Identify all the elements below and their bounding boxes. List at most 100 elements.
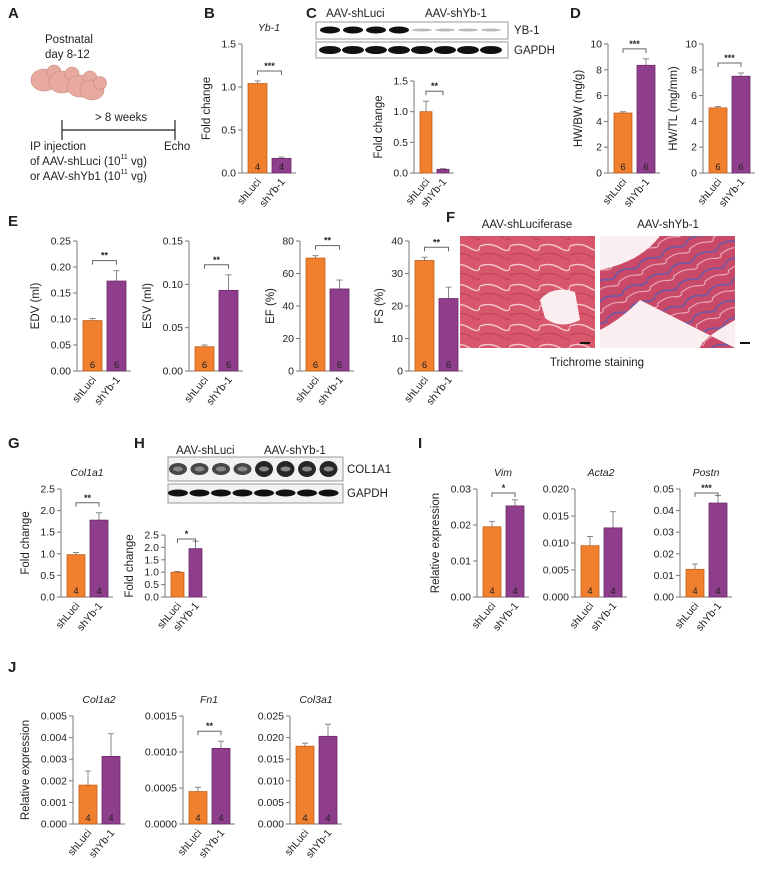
panel-label-d: D xyxy=(570,5,581,22)
y-tick-label: 0.004 xyxy=(41,732,67,744)
bar-shyb-1 xyxy=(211,748,231,825)
bar-shluci xyxy=(194,346,215,372)
significance-bracket xyxy=(491,492,516,497)
y-axis-label: FS (%) xyxy=(374,288,386,324)
significance-label: ** xyxy=(431,81,439,91)
y-tick-label: 0.10 xyxy=(51,314,72,326)
significance-label: * xyxy=(502,483,506,493)
y-tick-label: 2 xyxy=(691,142,697,154)
y-tick-label: 40 xyxy=(282,301,294,313)
y-tick-label: 0.000 xyxy=(543,592,569,604)
y-tick-label: 0.02 xyxy=(451,520,472,532)
sample-size-label: 6 xyxy=(202,360,207,371)
sample-size-label: 4 xyxy=(279,162,284,173)
y-tick-label: 0.0000 xyxy=(145,819,177,831)
y-tick-label: 0 xyxy=(288,366,294,378)
y-axis-label: Fold change xyxy=(20,511,32,574)
y-axis-label: ESV (ml) xyxy=(142,283,154,329)
bar-shluci xyxy=(66,554,86,598)
significance-bracket xyxy=(694,492,719,497)
blot-band xyxy=(168,489,188,497)
y-tick-label: 0.15 xyxy=(51,288,72,300)
histology-caption: Trichrome staining xyxy=(550,357,644,369)
blot-c-row-1: YB-1 xyxy=(514,25,540,37)
y-tick-label: 1.0 xyxy=(393,106,408,118)
sample-size-label: 4 xyxy=(489,586,494,597)
chart-title: Col1a1 xyxy=(70,467,103,479)
y-tick-label: 0.10 xyxy=(163,279,184,291)
bar-shyb-1 xyxy=(603,527,623,598)
y-tick-label: 0.20 xyxy=(51,262,72,274)
significance-bracket xyxy=(197,730,222,736)
blot-band xyxy=(389,26,409,34)
blot-band xyxy=(435,28,455,32)
chart-i3: 0.000.010.020.030.040.05Postn4shLuci4shY… xyxy=(654,467,732,633)
blot-h-row-2: GAPDH xyxy=(347,488,388,500)
y-tick-label: 0.005 xyxy=(41,711,67,723)
significance-bracket xyxy=(717,62,742,68)
histology-left-title: AAV-shLuciferase xyxy=(482,219,573,231)
blot-band xyxy=(232,489,253,497)
blot-band xyxy=(318,489,339,497)
western-blot-h: AAV-shLuci AAV-shYb-1 COL1A1 GAPDH xyxy=(167,445,391,504)
y-tick-label: 1.5 xyxy=(144,554,159,566)
y-axis-label: Relative expression xyxy=(430,493,442,593)
bar-shluci xyxy=(708,107,728,174)
sample-size-label: 4 xyxy=(610,586,615,597)
blot-c-row-2: GAPDH xyxy=(514,45,555,57)
y-tick-label: 1.5 xyxy=(393,76,408,88)
y-tick-label: 1.5 xyxy=(40,527,55,539)
y-tick-label: 0.01 xyxy=(654,570,675,582)
bar-shyb-1 xyxy=(731,75,751,174)
significance-bracket xyxy=(92,260,117,265)
sample-size-label: 6 xyxy=(114,360,119,371)
western-blot-c: AAV-shLuci AAV-shYb-1 YB-1 GAPDH xyxy=(315,8,555,59)
bar-shyb-1 xyxy=(188,548,203,598)
chart-j3: 0.0000.0050.0100.0150.0200.025Col3a14shL… xyxy=(258,694,342,860)
sample-size-label: 6 xyxy=(313,360,318,371)
chart-title: Postn xyxy=(693,467,720,479)
y-tick-label: 0.025 xyxy=(258,711,284,723)
y-tick-label: 0 xyxy=(397,366,403,378)
bar-shyb-1 xyxy=(106,280,127,372)
sample-size-label: 4 xyxy=(325,813,330,824)
y-tick-label: 0.01 xyxy=(451,556,472,568)
y-tick-label: 0.015 xyxy=(543,511,569,523)
sample-size-label: 6 xyxy=(715,162,720,173)
y-tick-label: 0.0 xyxy=(144,592,159,604)
significance-label: ** xyxy=(324,236,332,246)
y-tick-label: 0.05 xyxy=(163,322,184,334)
bar-shluci xyxy=(613,112,633,174)
blot-band xyxy=(365,46,387,54)
chart-j1: 0.000 0.001 0.002 0.003 0.004 0.005 Relative e… xyxy=(20,694,125,860)
bar-shyb-1 xyxy=(329,288,350,372)
y-tick-label: 20 xyxy=(391,301,403,313)
duration-label: > 8 weeks xyxy=(95,112,147,124)
significance-label: * xyxy=(185,529,189,539)
category-label: shYb-1 xyxy=(315,374,346,407)
y-tick-label: 0.02 xyxy=(654,548,675,560)
y-tick-label: 2.0 xyxy=(40,505,55,517)
significance-label: *** xyxy=(724,53,735,63)
chart-j2: 0.00000.00050.00100.0015Fn14shLuci4shYb-… xyxy=(145,694,235,860)
y-axis-label: HW/BW (mg/g) xyxy=(573,70,585,147)
bar-shluci xyxy=(247,83,268,174)
bar-shluci xyxy=(295,745,315,825)
sample-size-label: 6 xyxy=(226,360,231,371)
y-tick-label: 6 xyxy=(691,90,697,102)
bar-shyb-1 xyxy=(318,735,338,825)
bar-shluci xyxy=(170,571,185,598)
y-tick-label: 6 xyxy=(596,90,602,102)
significance-bracket xyxy=(315,245,340,250)
y-tick-label: 1.0 xyxy=(144,567,159,579)
y-axis-label: Fold change xyxy=(201,77,213,140)
y-tick-label: 0.00 xyxy=(51,366,72,378)
y-tick-label: 0.020 xyxy=(543,484,569,496)
significance-bracket xyxy=(425,90,444,96)
